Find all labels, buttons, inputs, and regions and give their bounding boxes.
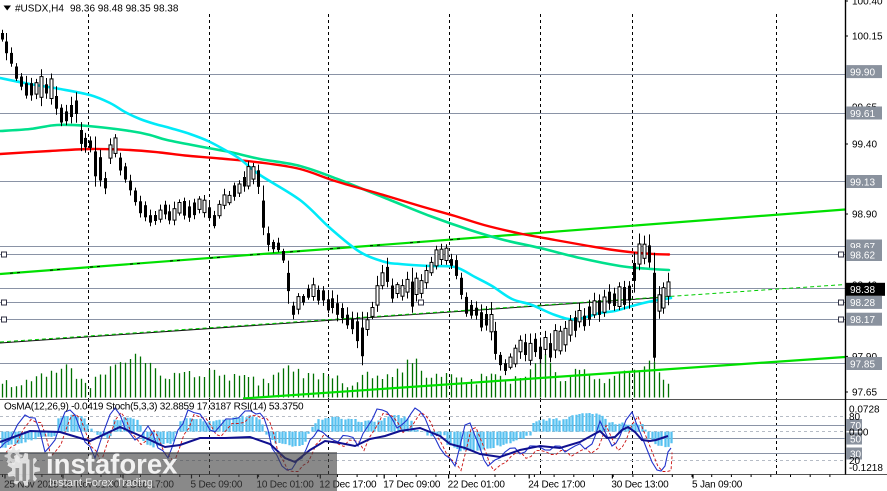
svg-text:24 Dec 17:00: 24 Dec 17:00 — [528, 480, 586, 491]
svg-text:97.85: 97.85 — [850, 359, 875, 370]
svg-text:98.90: 98.90 — [852, 210, 877, 221]
svg-text:98.36 98.48 98.35 98.38: 98.36 98.48 98.35 98.38 — [70, 4, 179, 15]
svg-text:#USDX,H4: #USDX,H4 — [15, 4, 64, 15]
svg-text:98.38: 98.38 — [850, 285, 875, 296]
svg-text:98.28: 98.28 — [850, 298, 875, 309]
svg-text:70: 70 — [850, 421, 862, 432]
svg-text:0.0728: 0.0728 — [849, 405, 880, 416]
svg-text:99.61: 99.61 — [850, 109, 875, 120]
svg-text:5 Jan 09:00: 5 Jan 09:00 — [692, 480, 743, 491]
svg-text:OsMA(12,26,9) -0.0419 Stoch(5: OsMA(12,26,9) -0.0419 Stoch(5,3,3) 32.88… — [4, 402, 304, 413]
svg-text:22 Dec 01:00: 22 Dec 01:00 — [448, 480, 506, 491]
svg-text:100.15: 100.15 — [852, 32, 883, 43]
svg-text:97.65: 97.65 — [852, 388, 877, 399]
svg-text:20: 20 — [849, 456, 861, 467]
svg-text:98.67: 98.67 — [850, 242, 875, 253]
svg-text:Instant Forex Trading: Instant Forex Trading — [49, 477, 153, 489]
svg-text:12 Dec 17:00: 12 Dec 17:00 — [319, 480, 377, 491]
svg-text:0.00: 0.00 — [849, 428, 869, 439]
svg-text:-0.1218: -0.1218 — [849, 463, 883, 474]
svg-text:99.13: 99.13 — [850, 177, 875, 188]
svg-text:99.40: 99.40 — [852, 140, 877, 151]
svg-text:30: 30 — [850, 449, 862, 460]
svg-text:98.62: 98.62 — [850, 250, 875, 261]
svg-text:100.40: 100.40 — [852, 0, 883, 8]
svg-text:30 Dec 13:00: 30 Dec 13:00 — [611, 480, 669, 491]
svg-text:instaforex: instaforex — [46, 449, 178, 480]
svg-text:80: 80 — [849, 412, 861, 423]
svg-text:17 Dec 09:00: 17 Dec 09:00 — [383, 480, 441, 491]
svg-text:98.17: 98.17 — [850, 315, 875, 326]
svg-text:99.90: 99.90 — [850, 67, 875, 78]
svg-text:50: 50 — [850, 434, 862, 445]
